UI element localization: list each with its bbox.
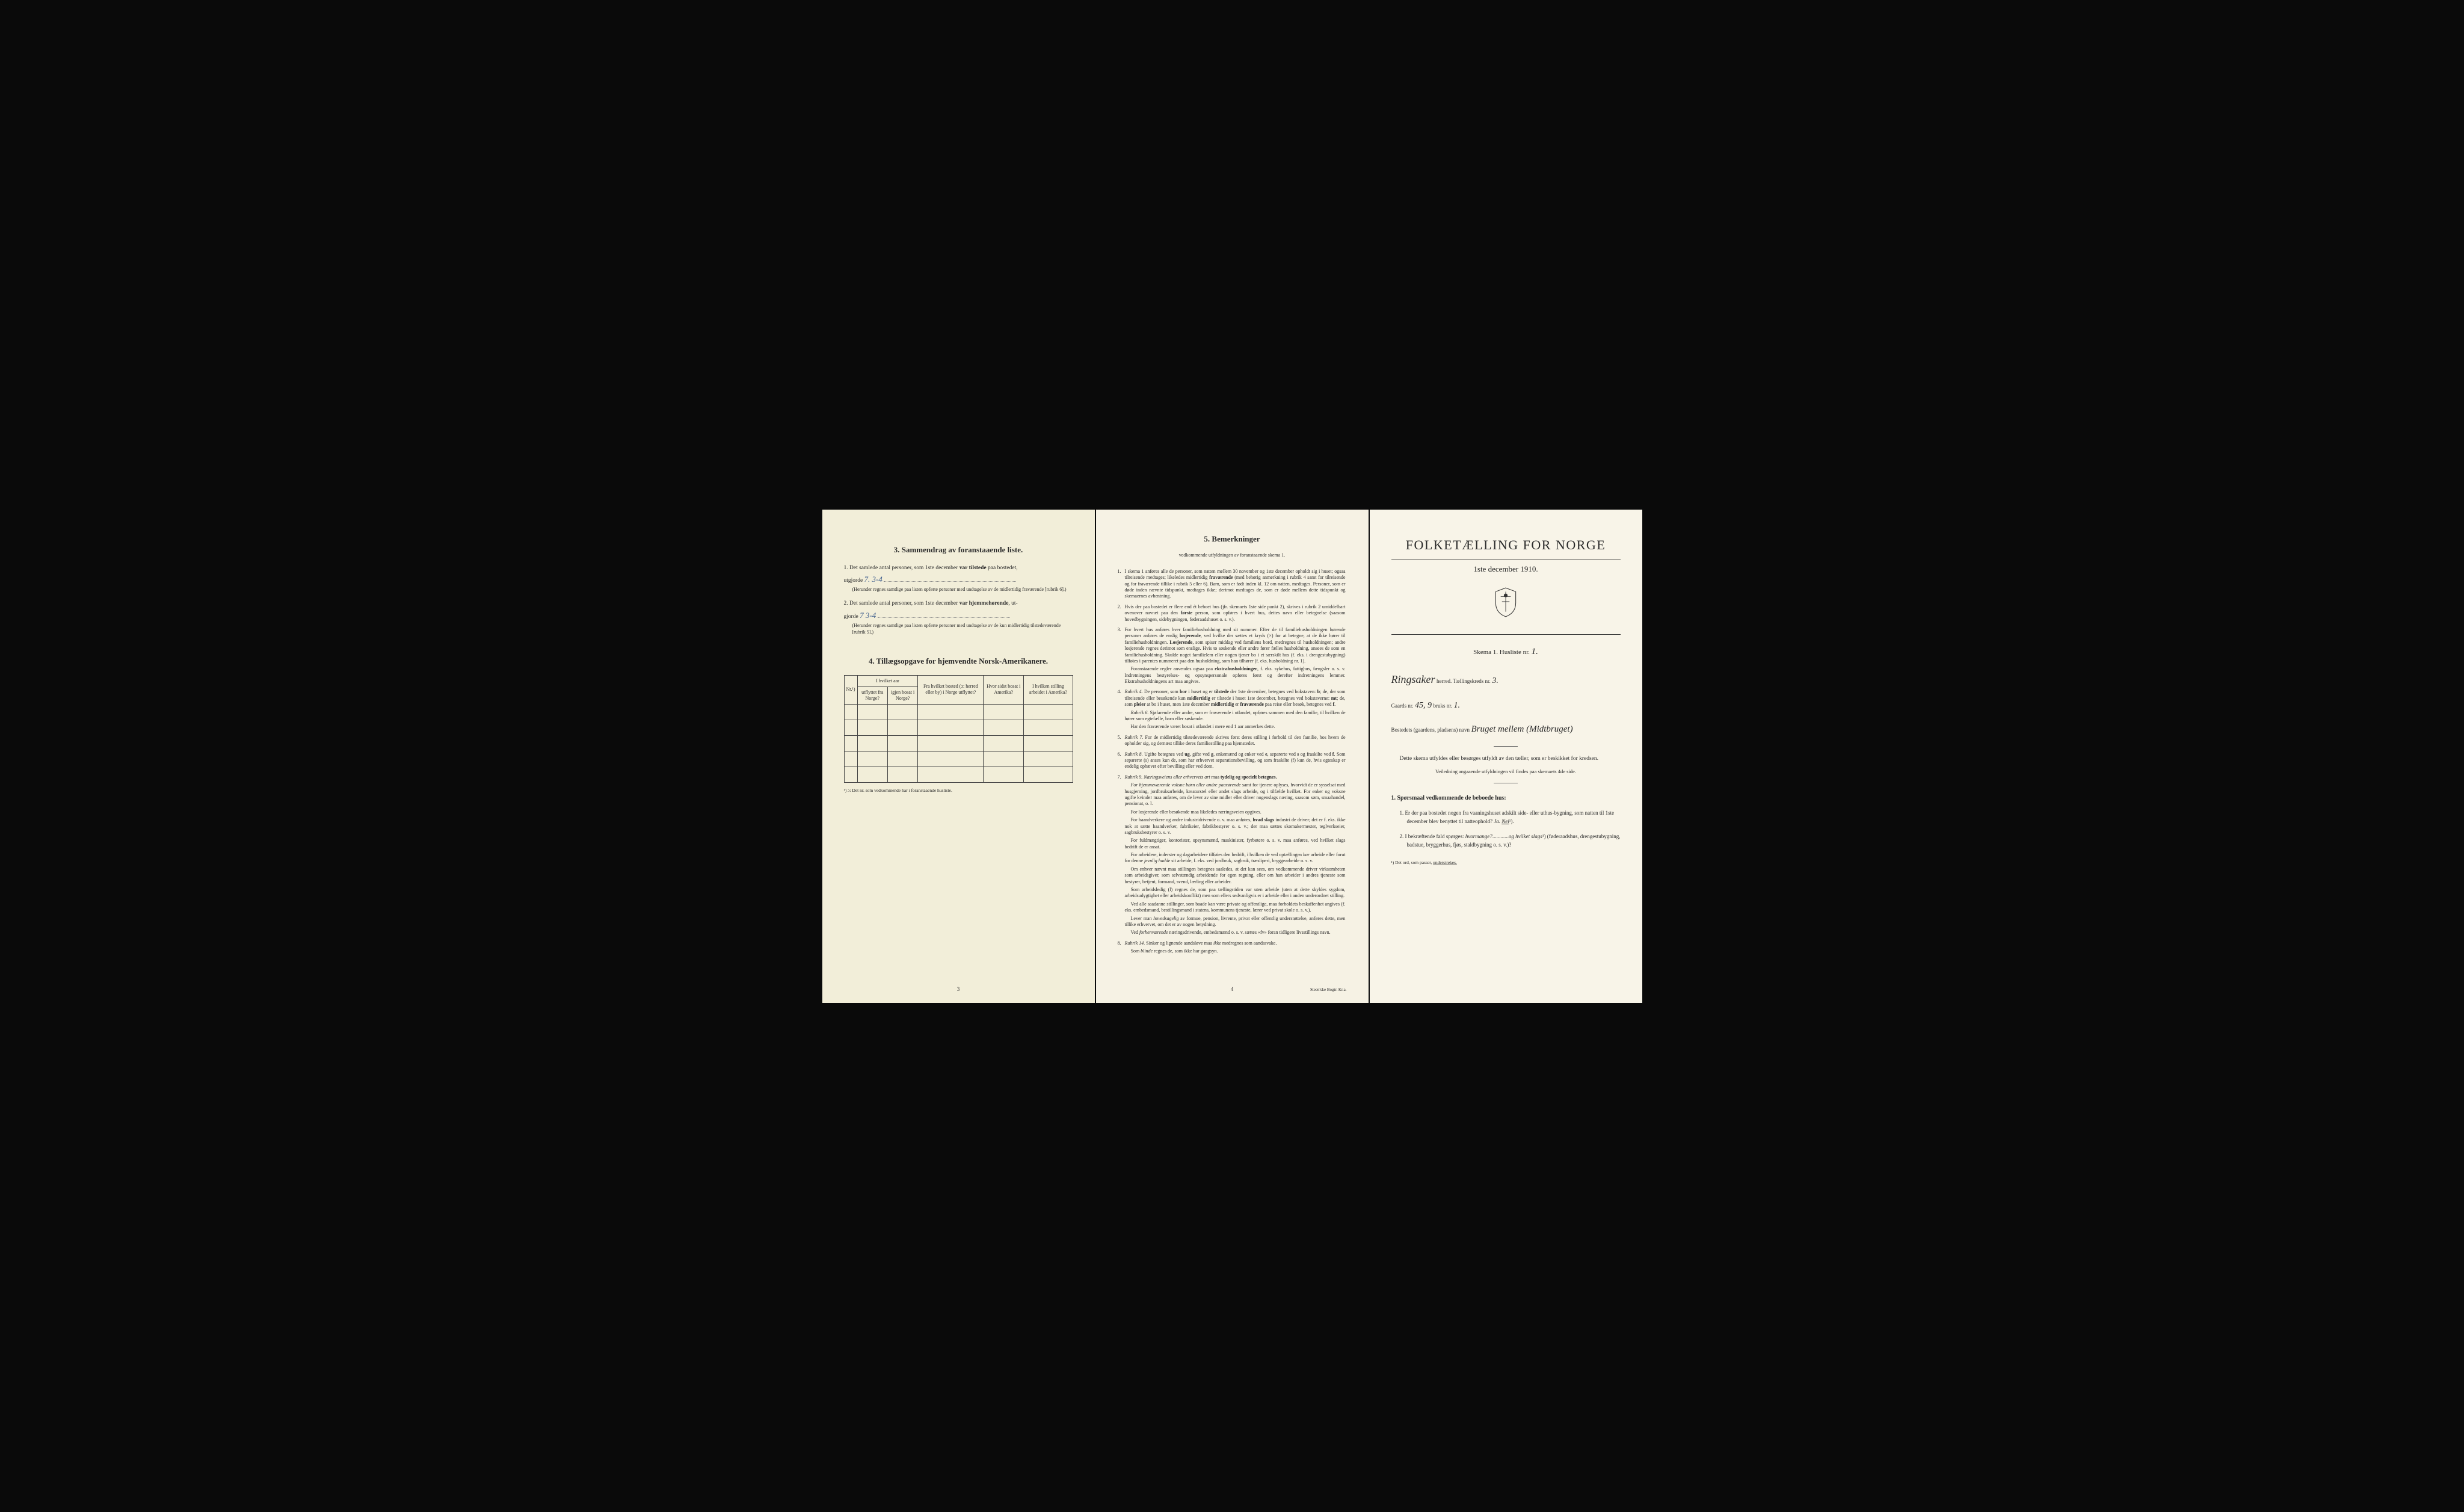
coat-of-arms-icon [1391,587,1621,620]
th-year-out: utflyttet fra Norge? [857,687,887,704]
q2-note: (Herunder regnes samtlige paa listen opf… [852,622,1073,635]
th-where: Hvor sidst bosat i Amerika? [984,675,1024,704]
remark-item: 3.For hvert hus anføres hver familiehush… [1118,627,1347,685]
schema-line: Skema 1. Husliste nr. 1. [1391,646,1621,658]
intro-text-1: Dette skema utfyldes eller besørges utfy… [1391,754,1621,764]
page-number: 4 [1231,986,1234,993]
gaards-line: Gaards nr. 45, 9 bruks nr. 1. [1391,698,1621,713]
husliste-nr: 1. [1532,647,1538,656]
kreds-nr: 3. [1492,676,1498,685]
bruks-nr: 1. [1454,701,1461,710]
remark-item: 8.Rubrik 14. Sinker og lignende aandsløv… [1118,940,1347,955]
table-footnote: ¹) ɔ: Det nr. som vedkommende har i fora… [844,788,1073,794]
page-4: 5. Bemerkninger vedkommende utfyldningen… [1096,510,1369,1003]
section-4-title: 4. Tillægsopgave for hjemvendte Norsk-Am… [844,656,1073,667]
tillag-table: Nr.¹) I hvilket aar Fra hvilket bosted (… [844,675,1073,783]
q1-text: 1. Det samlede antal personer, som 1ste … [844,565,1018,571]
herred-line: Ringsaker herred. Tællingskreds nr. 3. [1391,670,1621,689]
bosted-line: Bostedets (gaardens, pladsens) navn Brug… [1391,721,1621,738]
th-from: Fra hvilket bosted (ɔ: herred eller by) … [918,675,984,704]
remarks-list: 1.I skema 1 anføres alle de personer, so… [1118,569,1347,955]
remark-item: 5.Rubrik 7. For de midlertidig tilstedev… [1118,735,1347,747]
table-row [844,704,1073,720]
th-nr: Nr.¹) [844,675,857,704]
intro-text-2: Veiledning angaaende utfyldningen vil fi… [1391,767,1621,776]
house-question-1: 1. Er der paa bostedet nogen fra vaaning… [1400,809,1621,826]
table-row [844,735,1073,751]
printer-imprint: Steen'ske Bogtr. Kr.a. [1310,987,1347,993]
page-number: 3 [957,986,960,993]
th-year-back: igjen bosat i Norge? [887,687,918,704]
dotted-line [878,617,1010,618]
question-1: 1. Det samlede antal personer, som 1ste … [844,563,1073,593]
q1-note: (Herunder regnes samtlige paa listen opf… [852,586,1073,593]
main-title: FOLKETÆLLING FOR NORGE [1391,536,1621,554]
page-3: 3. Sammendrag av foranstaaende liste. 1.… [822,510,1095,1003]
table-row [844,751,1073,767]
divider [1494,746,1518,747]
date-subtitle: 1ste december 1910. [1391,564,1621,575]
section-5-subtitle: vedkommende utfyldningen av foranstaaend… [1118,552,1347,559]
th-job: I hvilken stilling arbeidet i Amerika? [1024,675,1073,704]
question-2: 2. Det samlede antal personer, som 1ste … [844,599,1073,635]
remark-item: 4.Rubrik 4. De personer, som bor i huset… [1118,689,1347,730]
underline-note: ¹) Det ord, som passer, understrekes. [1391,860,1621,866]
q2-text: 2. Det samlede antal personer, som 1ste … [844,600,1018,606]
q2-handwritten-value: 7 3-4 [860,611,876,620]
house-question-2: 2. I bekræftende fald spørges: hvormange… [1400,832,1621,850]
gaards-nr: 45, 9 [1415,701,1432,710]
remark-item: 7.Rubrik 9. Næringsveiens eller erhverve… [1118,774,1347,936]
remark-item: 2.Hvis der paa bostedet er flere end ét … [1118,604,1347,623]
th-year: I hvilket aar [857,675,918,687]
divider [1391,634,1621,635]
q1-handwritten-value: 7. 3-4 [864,575,882,584]
section-3-title: 3. Sammendrag av foranstaaende liste. [844,545,1073,555]
census-document: 3. Sammendrag av foranstaaende liste. 1.… [822,510,1642,1003]
page-1-front: FOLKETÆLLING FOR NORGE 1ste december 191… [1370,510,1642,1003]
table-row [844,767,1073,782]
remark-item: 6.Rubrik 8. Ugifte betegnes ved ug, gift… [1118,751,1347,770]
tillag-tbody [844,704,1073,782]
table-row [844,720,1073,735]
dotted-line [884,581,1016,582]
herred-name: Ringsaker [1391,673,1435,685]
bosted-name: Bruget mellem (Midtbruget) [1471,724,1572,734]
section-1-title: 1. Spørsmaal vedkommende de beboede hus: [1391,794,1621,803]
section-5-title: 5. Bemerkninger [1118,534,1347,545]
remark-item: 1.I skema 1 anføres alle de personer, so… [1118,569,1347,600]
